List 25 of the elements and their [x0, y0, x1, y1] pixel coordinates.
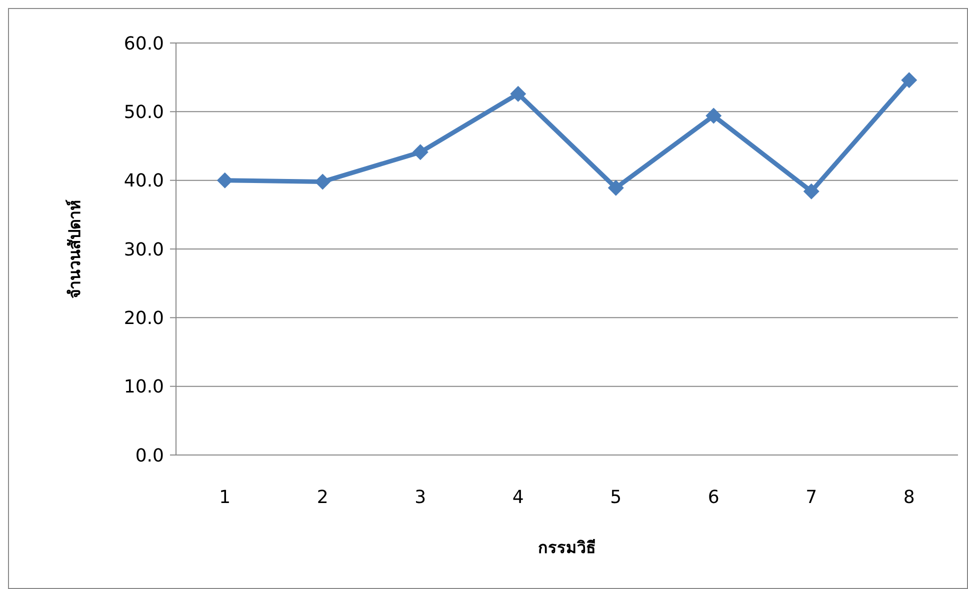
y-tick-label: 20.0 — [124, 308, 164, 329]
point — [803, 183, 820, 200]
point — [510, 86, 526, 102]
point — [706, 108, 722, 124]
x-tick-label: 2 — [316, 487, 328, 508]
x-tick-label: 6 — [708, 487, 720, 508]
y-tick-label: 10.0 — [124, 376, 164, 398]
x-tick-label: 7 — [806, 487, 818, 508]
point — [216, 172, 233, 188]
point — [412, 144, 428, 160]
x-tick-label: 5 — [610, 487, 622, 508]
y-tick-label: 60.0 — [124, 33, 164, 54]
y-tick-label: 30.0 — [124, 239, 164, 260]
x-tick-label: 3 — [414, 487, 426, 508]
y-tick-label: 50.0 — [124, 102, 164, 123]
y-axis-title: จำนวนสัปดาห์ — [65, 200, 84, 298]
y-tick-label: 0.0 — [135, 445, 164, 466]
x-tick-label: 1 — [219, 487, 231, 508]
x-tick-label: 8 — [903, 487, 915, 508]
x-axis-title: กรรมวิธี — [538, 538, 596, 557]
y-tick-label: 40.0 — [124, 170, 164, 192]
point — [901, 72, 918, 88]
point — [314, 174, 331, 190]
x-tick-label: 4 — [512, 487, 524, 508]
point — [608, 180, 624, 196]
